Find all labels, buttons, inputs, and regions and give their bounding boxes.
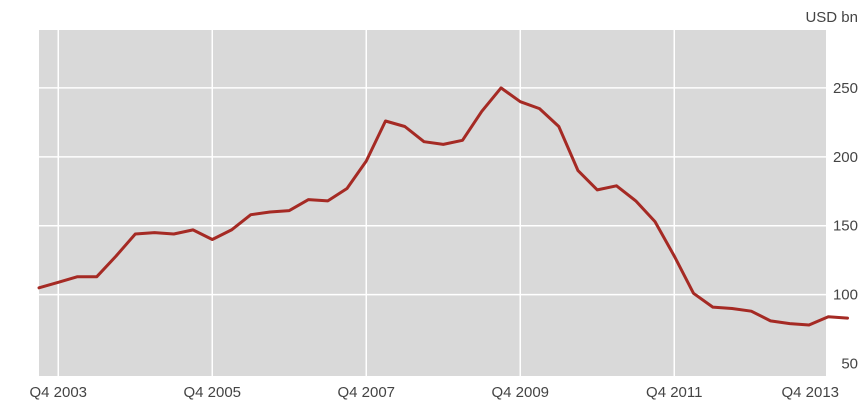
y-axis-unit-label: USD bn xyxy=(805,9,858,26)
x-tick-label: Q4 2013 xyxy=(781,384,839,401)
y-tick-label: 150 xyxy=(833,218,858,235)
x-axis-tick-labels: Q4 2003 Q4 2005 Q4 2007 Q4 2009 Q4 2011 Q4 20… xyxy=(29,384,839,401)
y-tick-label: 100 xyxy=(833,287,858,304)
gridlines xyxy=(39,30,829,376)
y-tick-label: 250 xyxy=(833,80,858,97)
y-tick-label: 200 xyxy=(833,149,858,166)
y-axis-tick-labels: 50 100 150 200 250 xyxy=(833,80,858,373)
x-tick-label: Q4 2003 xyxy=(29,384,87,401)
series-lines xyxy=(37,86,849,327)
x-tick-label: Q4 2005 xyxy=(183,384,241,401)
x-tick-label: Q4 2011 xyxy=(646,384,702,401)
x-tick-label: Q4 2009 xyxy=(491,384,549,401)
series-line xyxy=(37,86,849,327)
x-tick-label: Q4 2007 xyxy=(337,384,395,401)
plot-area xyxy=(39,30,826,376)
y-tick-label: 50 xyxy=(841,356,858,373)
